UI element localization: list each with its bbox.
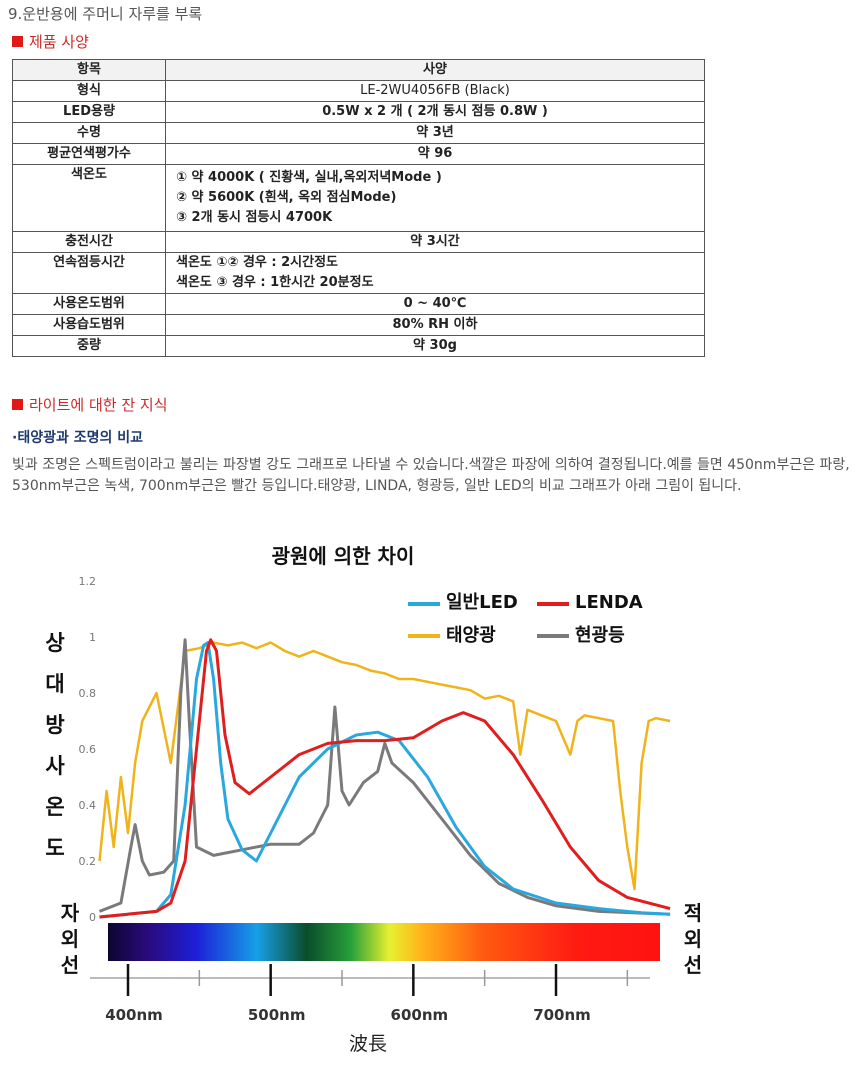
series-line-0 (99, 641, 671, 919)
y-tick-label: 1.2 (79, 575, 97, 588)
light-heading-label: 라이트에 대한 잔 지식 (29, 396, 168, 414)
row-value: 약 96 (165, 143, 705, 165)
table-row: 평균연색평가수 약 96 (12, 143, 705, 165)
row-key: LED용량 (12, 101, 166, 123)
row-value: LE-2WU4056FB (Black) (165, 80, 705, 102)
y-tick-label: 0.4 (79, 799, 97, 812)
y-tick-label: 0.2 (79, 855, 97, 868)
table-row: 연속점등시간 색온도 ①② 경우 : 2시간정도 색온도 ③ 경우 : 1한시간… (12, 252, 705, 294)
uv-char: 선 (61, 953, 79, 977)
table-row: 형식 LE-2WU4056FB (Black) (12, 80, 705, 102)
row-key: 수명 (12, 122, 166, 144)
legend-label-lenda: LENDA (575, 592, 643, 613)
red-square-icon (12, 36, 23, 47)
ir-char: 외 (684, 927, 702, 951)
y-tick-label: 0 (89, 911, 96, 924)
row-value: 80% RH 이하 (165, 314, 705, 336)
y-axis-ticks: 0 0.2 0.4 0.6 0.8 1 1.2 (79, 575, 97, 924)
table-row: 사용온도범위 0 ~ 40℃ (12, 293, 705, 315)
row-value-multiline: 색온도 ①② 경우 : 2시간정도 색온도 ③ 경우 : 1한시간 20분정도 (165, 252, 705, 294)
intro-paragraph: 빛과 조명은 스펙트럼이라고 불리는 파장별 강도 그래프로 나타낼 수 있습니… (12, 457, 850, 494)
ir-char: 적 (684, 901, 702, 925)
row-key: 색온도 (12, 164, 166, 232)
y-label-char: 방 (45, 713, 64, 737)
legend-label-sun: 태양광 (446, 625, 496, 646)
y-label-char: 상 (45, 631, 64, 655)
spec-heading: 제품 사양 (12, 31, 89, 52)
series-line-2 (98, 641, 671, 891)
row-value: 0 ~ 40℃ (165, 293, 705, 315)
row-value: 약 3년 (165, 122, 705, 144)
chart-title: 광원에 의한 차이 (272, 544, 415, 568)
ir-label: 적 외 선 (684, 901, 702, 977)
spec-table: 항목 사양 형식 LE-2WU4056FB (Black) LED용량 0.5W… (12, 59, 705, 357)
y-tick-label: 0.8 (79, 687, 97, 700)
table-row: 색온도 ① 약 4000K ( 진황색, 실내,옥외저녁Mode ) ② 약 5… (12, 164, 705, 232)
row-line: 색온도 ③ 경우 : 1한시간 20분정도 (176, 275, 374, 290)
uv-char: 자 (61, 901, 80, 925)
y-label-char: 사 (45, 754, 65, 778)
table-row: LED용량 0.5W x 2 개 ( 2개 동시 점등 0.8W ) (12, 101, 705, 123)
spectrum-color-band (108, 923, 660, 961)
table-row: 수명 약 3년 (12, 122, 705, 144)
row-value: 약 30g (165, 335, 705, 357)
red-square-icon (12, 399, 23, 410)
x-tick-label: 400nm (105, 1006, 163, 1024)
row-key: 평균연색평가수 (12, 143, 166, 165)
row-key: 충전시간 (12, 231, 166, 253)
legend: 일반LED LENDA 태양광 현광등 (408, 592, 643, 646)
x-tick-label: 500nm (248, 1006, 306, 1024)
row-value: 약 3시간 (165, 231, 705, 253)
table-row: 충전시간 약 3시간 (12, 231, 705, 253)
y-label-char: 대 (45, 672, 64, 696)
x-axis-label: 波長 (349, 1033, 387, 1055)
table-row: 중량 약 30g (12, 335, 705, 357)
row-key: 연속점등시간 (12, 252, 166, 294)
row-line: 색온도 ①② 경우 : 2시간정도 (176, 255, 339, 270)
uv-char: 외 (61, 927, 79, 951)
y-tick-label: 1 (89, 631, 96, 644)
series-lines (98, 638, 671, 919)
row-line: ① 약 4000K ( 진황색, 실내,옥외저녁Mode ) (176, 170, 442, 185)
row-line: ② 약 5600K (흰색, 옥외 점심Mode) (176, 190, 397, 205)
y-label-char: 도 (45, 836, 64, 860)
section-title: 9.운반용에 주머니 자루를 부록 (8, 5, 203, 23)
ir-char: 선 (684, 953, 702, 977)
x-axis-ticks: 400nm 500nm 600nm 700nm (105, 964, 629, 1024)
uv-label: 자 외 선 (61, 901, 80, 977)
compare-subheading: ·태양광과 조명의 비교 (12, 430, 143, 446)
row-key: 중량 (12, 335, 166, 357)
legend-label-led: 일반LED (446, 592, 518, 613)
table-row: 사용습도범위 80% RH 이하 (12, 314, 705, 336)
row-key: 형식 (12, 80, 166, 102)
row-line: ③ 2개 동시 점등시 4700K (176, 210, 333, 225)
row-key: 사용습도범위 (12, 314, 166, 336)
spec-table-header: 항목 사양 (12, 59, 705, 81)
header-spec: 사양 (165, 59, 705, 81)
row-key: 사용온도범위 (12, 293, 166, 315)
y-label-char: 온 (45, 795, 64, 819)
header-item: 항목 (12, 59, 166, 81)
row-value: 0.5W x 2 개 ( 2개 동시 점등 0.8W ) (165, 101, 705, 123)
x-tick-label: 600nm (391, 1006, 449, 1024)
series-line-1 (99, 638, 671, 919)
spec-heading-label: 제품 사양 (29, 33, 89, 51)
row-value-multiline: ① 약 4000K ( 진황색, 실내,옥외저녁Mode ) ② 약 5600K… (165, 164, 705, 232)
light-heading: 라이트에 대한 잔 지식 (12, 394, 168, 415)
y-tick-label: 0.6 (79, 743, 97, 756)
series-line-3 (98, 638, 671, 916)
legend-label-fluor: 현광등 (575, 625, 625, 646)
x-tick-label: 700nm (533, 1006, 591, 1024)
